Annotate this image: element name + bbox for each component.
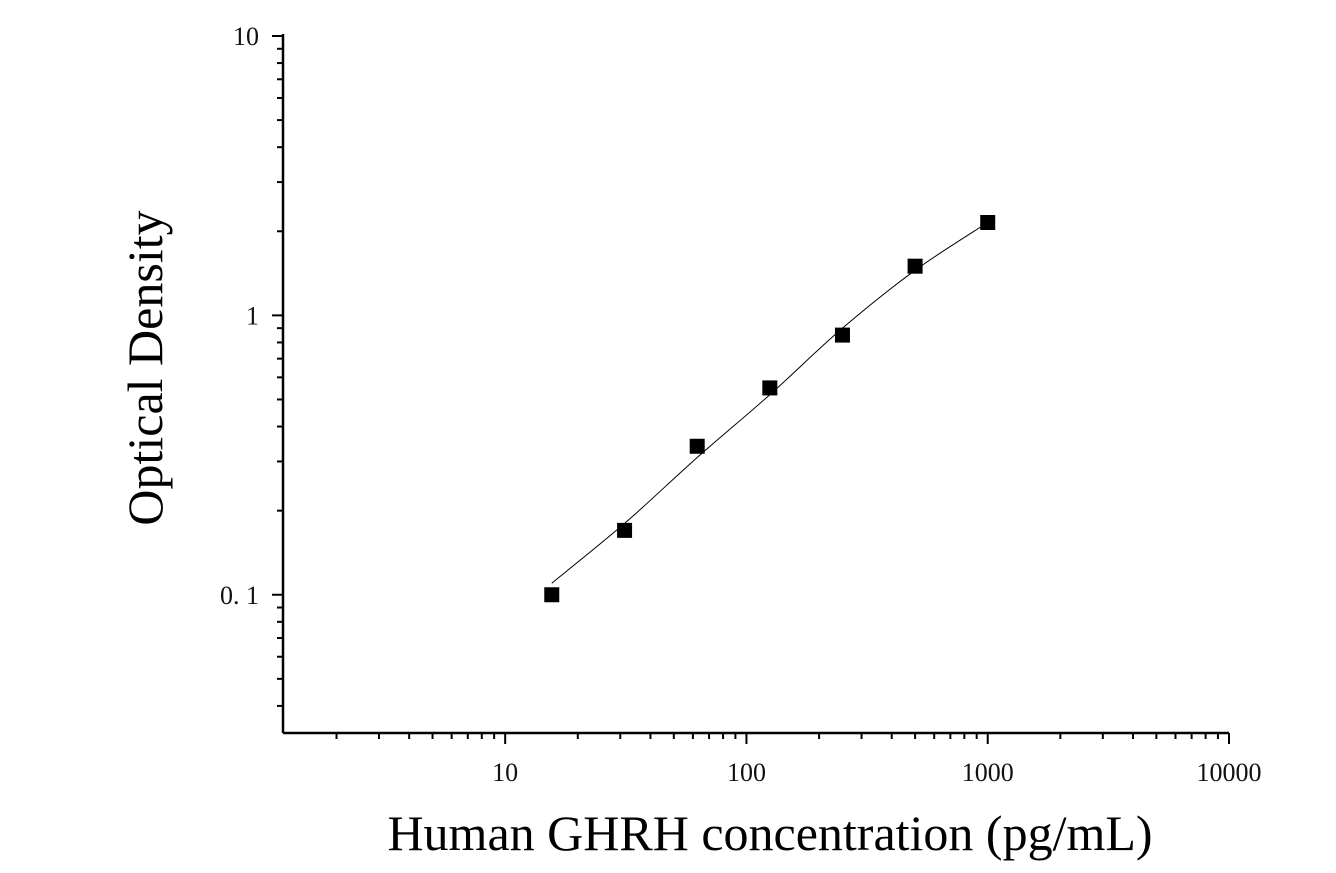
x-tick-label: 10 xyxy=(492,758,518,787)
y-tick-label: 0. 1 xyxy=(220,581,259,610)
y-tick-label: 1 xyxy=(246,301,259,330)
data-point-marker xyxy=(907,258,923,274)
data-point-marker xyxy=(617,522,633,538)
x-tick-label: 100 xyxy=(727,758,766,787)
data-point-marker xyxy=(762,380,778,396)
y-tick-label: 10 xyxy=(233,22,259,51)
x-tick-label: 10000 xyxy=(1197,758,1262,787)
data-markers xyxy=(544,215,996,603)
data-point-marker xyxy=(834,327,850,343)
tick-labels: 10 100 1000 10000 0. 1 1 10 xyxy=(220,22,1262,787)
data-point-marker xyxy=(980,215,996,231)
data-point-marker xyxy=(689,438,705,454)
x-tick-label: 1000 xyxy=(962,758,1014,787)
y-axis-title: Optical Density xyxy=(117,210,173,525)
axes xyxy=(281,34,1229,735)
ticks xyxy=(272,35,1230,744)
data-point-marker xyxy=(544,587,560,603)
x-axis-title: Human GHRH concentration (pg/mL) xyxy=(387,805,1152,861)
